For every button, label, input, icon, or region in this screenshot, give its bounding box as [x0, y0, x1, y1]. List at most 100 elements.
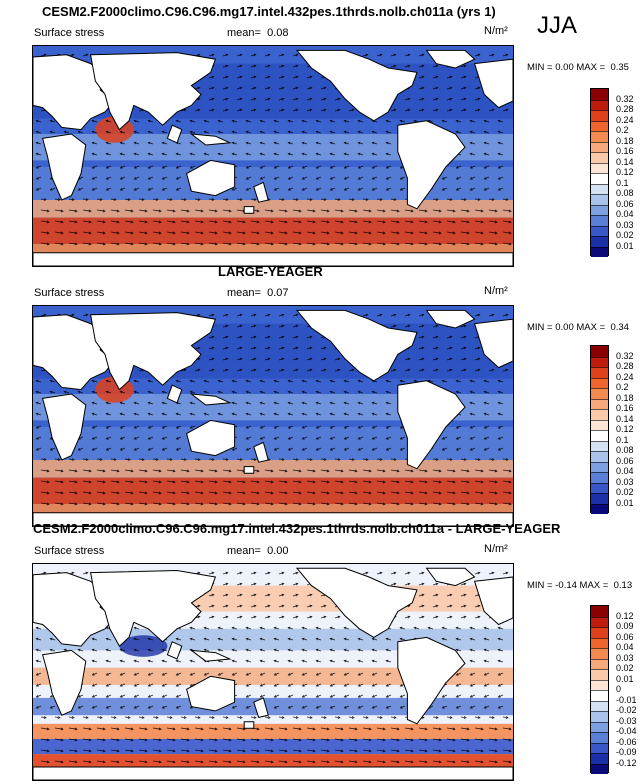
colorbar-segment	[591, 346, 608, 357]
colorbar-segment	[591, 753, 608, 764]
colorbar-segment	[591, 503, 608, 514]
panel-1-min-value: 0.00	[555, 62, 574, 73]
colorbar-tick-label: 0.1	[616, 177, 629, 188]
colorbar-tick-label: 0.01	[616, 497, 634, 508]
panel-1-colorbar	[590, 88, 609, 257]
colorbar-tick-label: 0.14	[616, 156, 634, 167]
colorbar-tick-label: 0.12	[616, 610, 634, 621]
panel-2-max-label: MAX =	[576, 322, 606, 333]
colorbar-segment	[591, 367, 608, 378]
colorbar-segment	[591, 388, 608, 399]
colorbar-segment	[591, 409, 608, 420]
panel-3-mean-label: mean=	[227, 545, 261, 557]
colorbar-segment	[591, 398, 608, 409]
panel-2-title: LARGE-YEAGER	[218, 264, 323, 279]
colorbar-tick-label: 0.14	[616, 413, 634, 424]
colorbar-segment	[591, 194, 608, 205]
panel-3-max-label: MAX =	[579, 580, 609, 591]
colorbar-tick-label: -0.12	[616, 757, 637, 768]
colorbar-tick-label: 0.32	[616, 93, 634, 104]
panel-2-units: N/m²	[484, 285, 508, 297]
panel-2-colorbar	[590, 345, 609, 514]
panel-1-map	[32, 45, 514, 267]
colorbar-tick-label: 0.24	[616, 371, 634, 382]
colorbar-segment	[591, 472, 608, 483]
colorbar-segment	[591, 493, 608, 504]
colorbar-tick-label: 0.18	[616, 392, 634, 403]
panel-3-map	[32, 563, 514, 781]
colorbar-tick-label: -0.04	[616, 726, 637, 736]
colorbar-tick-label: 0.02	[616, 230, 634, 240]
panel-2-variable: Surface stress	[34, 287, 105, 299]
colorbar-tick-label: 0.18	[616, 135, 634, 146]
colorbar-segment	[591, 173, 608, 184]
panel-1-max-label: MAX =	[576, 62, 606, 73]
panel-2-minmax: MIN = 0.00 MAX = 0.34	[527, 322, 629, 333]
colorbar-tick-label: 0.16	[616, 403, 634, 413]
colorbar-segment	[591, 430, 608, 441]
panel-1-map-svg	[33, 46, 513, 266]
colorbar-segment	[591, 606, 608, 617]
colorbar-segment	[591, 461, 608, 472]
colorbar-tick-label: 0.01	[616, 673, 634, 684]
colorbar-segment	[591, 152, 608, 163]
panel-2-map-svg	[33, 306, 513, 526]
colorbar-segment	[591, 627, 608, 638]
colorbar-tick-label: 0.2	[616, 125, 629, 135]
colorbar-tick-label: 0.12	[616, 167, 634, 177]
panel-3-min-value: -0.14	[555, 580, 577, 591]
panel-1-mean-label: mean=	[227, 27, 261, 39]
panel-3-max-value: 0.13	[613, 580, 633, 591]
colorbar-tick-label: 0.28	[616, 361, 634, 371]
panel-1-units: N/m²	[484, 25, 508, 37]
colorbar-segment	[591, 246, 608, 257]
colorbar-tick-label: -0.01	[616, 694, 637, 705]
colorbar-segment	[591, 732, 608, 743]
colorbar-tick-label: 0.03	[616, 219, 634, 230]
colorbar-segment	[591, 679, 608, 690]
colorbar-tick-label: -0.09	[616, 747, 637, 757]
colorbar-tick-label: 0.03	[616, 652, 634, 663]
colorbar-segment	[591, 356, 608, 367]
colorbar-segment	[591, 763, 608, 774]
colorbar-segment	[591, 669, 608, 680]
season-label: JJA	[537, 12, 578, 39]
panel-1-variable: Surface stress	[34, 27, 105, 39]
colorbar-segment	[591, 690, 608, 701]
colorbar-segment	[591, 658, 608, 669]
panel-3-mean-value: 0.00	[267, 545, 289, 557]
colorbar-tick-label: 0.28	[616, 104, 634, 114]
colorbar-tick-label: 0.06	[616, 455, 634, 466]
colorbar-segment	[591, 721, 608, 732]
colorbar-tick-label: 0.01	[616, 240, 634, 251]
colorbar-tick-label: 0.04	[616, 642, 634, 652]
colorbar-tick-label: 0.08	[616, 445, 634, 455]
panel-1-mean-value: 0.08	[267, 27, 289, 39]
colorbar-tick-label: -0.03	[616, 715, 637, 726]
colorbar-tick-label: 0.06	[616, 198, 634, 209]
colorbar-segment	[591, 183, 608, 194]
colorbar-tick-label: 0.32	[616, 350, 634, 361]
panel-3-min-label: MIN =	[527, 580, 553, 591]
colorbar-segment	[591, 120, 608, 131]
colorbar-segment	[591, 215, 608, 226]
panel-2-mean-label: mean=	[227, 287, 261, 299]
colorbar-segment	[591, 225, 608, 236]
panel-2-max-value: 0.34	[610, 322, 629, 333]
colorbar-tick-label: 0.08	[616, 188, 634, 198]
colorbar-tick-label: 0.02	[616, 663, 634, 673]
colorbar-tick-label: 0.2	[616, 382, 629, 392]
panel-2-min-label: MIN =	[527, 322, 553, 333]
panel-3-units: N/m²	[484, 543, 508, 555]
colorbar-tick-label: 0.24	[616, 114, 634, 125]
colorbar-segment	[591, 616, 608, 627]
panel-2-mean: mean= 0.07	[227, 287, 289, 299]
colorbar-tick-label: 0.16	[616, 146, 634, 156]
colorbar-segment	[591, 482, 608, 493]
panel-1-minmax: MIN = 0.00 MAX = 0.35	[527, 62, 629, 73]
colorbar-segment	[591, 236, 608, 247]
panel-3-map-svg	[33, 564, 513, 780]
colorbar-tick-label: 0.06	[616, 631, 634, 642]
panel-1-mean: mean= 0.08	[227, 27, 289, 39]
colorbar-segment	[591, 99, 608, 110]
